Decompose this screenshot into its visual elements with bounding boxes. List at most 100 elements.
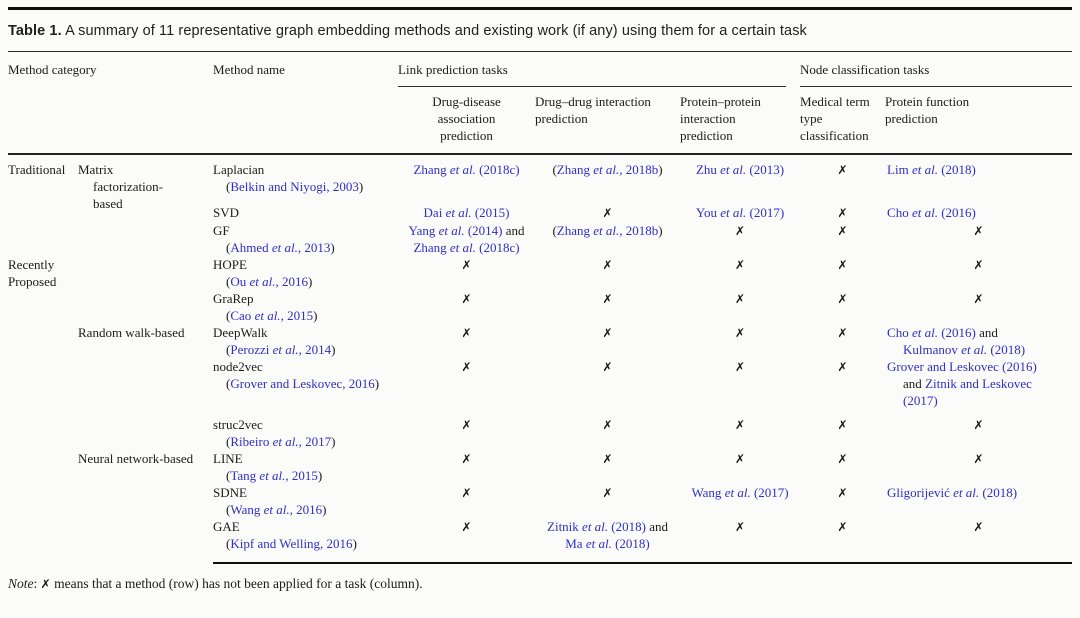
- method-citation: (Tang et al., 2015): [226, 468, 323, 483]
- method-name-cell: node2vec (Grover and Leskovec, 2016): [213, 358, 398, 416]
- method-name-cell: GAE (Kipf and Welling, 2016): [213, 518, 399, 564]
- task-cell-not-applied: ✗: [885, 518, 1073, 564]
- citation-link[interactable]: Zitnik and Leskovec: [925, 376, 1032, 391]
- citation-link[interactable]: Cao et al., 2015: [230, 308, 314, 323]
- method-name: SVD: [213, 205, 240, 220]
- text-run: ): [658, 223, 663, 238]
- x-mark: ✗: [40, 577, 51, 591]
- method-name-cell: struc2vec (Ribeiro et al., 2017): [213, 416, 398, 450]
- task-cell-not-applied: ✗: [800, 324, 885, 358]
- x-mark: ✗: [461, 326, 472, 340]
- task-cell-not-applied: ✗: [535, 484, 680, 518]
- method-name: struc2vec: [213, 417, 263, 432]
- task-cell-citations: Yang et al. (2014) and Zhang et al. (2018…: [398, 222, 535, 256]
- x-mark: ✗: [837, 326, 848, 340]
- citation-link[interactable]: Wang et al. (2017): [691, 485, 789, 500]
- x-mark: ✗: [837, 292, 848, 306]
- task-cell-citations: Zhang et al. (2018c): [398, 154, 535, 204]
- method-citation: (Belkin and Niyogi, 2003): [226, 179, 364, 194]
- x-mark: ✗: [837, 258, 848, 272]
- citation-link[interactable]: Ahmed et al., 2013: [230, 240, 331, 255]
- method-name: GAE: [213, 519, 240, 534]
- task-cell-not-applied: ✗: [800, 484, 885, 518]
- citation-link[interactable]: Tang et al., 2015: [230, 468, 318, 483]
- x-mark: ✗: [837, 224, 848, 238]
- x-mark: ✗: [461, 452, 472, 466]
- citation-link[interactable]: Gligorijević et al. (2018): [887, 485, 1018, 500]
- task-cell-not-applied: ✗: [680, 416, 800, 450]
- header-method-category: Method category: [8, 51, 214, 155]
- citation-link[interactable]: Belkin and Niyogi, 2003: [230, 179, 359, 194]
- citation-link[interactable]: Grover and Leskovec, 2016: [230, 376, 375, 391]
- citation-link[interactable]: Yang et al. (2014): [408, 223, 503, 238]
- task-cell-not-applied: ✗: [398, 324, 535, 358]
- method-row: GAE (Kipf and Welling, 2016) ✗ Zitnik et al…: [8, 518, 1073, 564]
- method-row: SDNE (Wang et al., 2016) ✗ ✗ Wang et al. (20…: [8, 484, 1072, 518]
- citation-link[interactable]: Wang et al., 2016: [230, 502, 323, 517]
- method-citation: (Ahmed et al., 2013): [226, 240, 335, 255]
- task-cell-not-applied: ✗: [800, 256, 885, 290]
- x-mark: ✗: [734, 452, 746, 466]
- task-cell-not-applied: ✗: [885, 256, 1072, 290]
- task-cell-not-applied: ✗: [398, 484, 535, 518]
- method-subcategory-cell: Matrix factorization-based: [78, 162, 164, 211]
- citation-link[interactable]: Cho et al. (2016): [887, 205, 976, 220]
- note-text: means that a method (row) has not been a…: [50, 576, 423, 591]
- citation-link[interactable]: Ribeiro et al., 2017: [230, 434, 332, 449]
- task-cell-not-applied: ✗: [398, 518, 536, 564]
- task-cell-not-applied: ✗: [800, 204, 885, 222]
- x-mark: ✗: [973, 258, 984, 272]
- citation-link[interactable]: Zhang et al., 2018b: [556, 162, 659, 177]
- task-cell-not-applied: ✗: [800, 450, 885, 484]
- method-name-cell: GF (Ahmed et al., 2013): [213, 222, 398, 256]
- top-rule: [8, 7, 1072, 10]
- citation-link[interactable]: Lim et al. (2018): [887, 162, 976, 177]
- task-cell-not-applied: ✗: [800, 290, 885, 324]
- citation-link[interactable]: Zitnik et al. (2018): [547, 519, 646, 534]
- task-cell-not-applied: ✗: [535, 290, 680, 324]
- task-cell-not-applied: ✗: [680, 290, 800, 324]
- table-header: Method category Method name Link predict…: [8, 51, 1073, 155]
- table-note: Note: ✗ means that a method (row) has no…: [8, 576, 1072, 592]
- citation-link[interactable]: Ou et al., 2016: [230, 274, 308, 289]
- task-cell-citations: Lim et al. (2018): [885, 154, 1072, 204]
- task-cell-not-applied: ✗: [680, 324, 800, 358]
- citation-link[interactable]: Zhu et al. (2013): [695, 162, 785, 177]
- method-citation: (Ribeiro et al., 2017): [226, 434, 336, 449]
- citation-link[interactable]: Kulmanov et al. (2018): [903, 342, 1026, 357]
- task-cell-citations: Cho et al. (2016): [885, 204, 1072, 222]
- method-citation: (Cao et al., 2015): [226, 308, 318, 323]
- method-category-cell: Recently Proposed: [8, 257, 57, 289]
- citation-link[interactable]: Zhang et al. (2018c): [413, 240, 520, 255]
- citation-link[interactable]: Ma et al. (2018): [565, 536, 650, 551]
- citation-link[interactable]: You et al. (2017): [695, 205, 785, 220]
- task-cell-citations: (Zhang et al., 2018b): [535, 154, 680, 204]
- method-name: HOPE: [213, 257, 247, 272]
- citation-link[interactable]: Zhang et al., 2018b: [556, 223, 659, 238]
- x-mark: ✗: [602, 292, 613, 306]
- table-caption: Table 1. A summary of 11 representative …: [8, 23, 1072, 39]
- task-cell-citations: Gligorijević et al. (2018): [885, 484, 1072, 518]
- task-cell-not-applied: ✗: [680, 518, 801, 564]
- method-citation: (Perozzi et al., 2014): [226, 342, 336, 357]
- citation-link[interactable]: Grover and Leskovec (2016): [887, 359, 1037, 374]
- x-mark: ✗: [973, 292, 984, 306]
- method-name: GraRep: [213, 291, 254, 306]
- x-mark: ✗: [973, 452, 984, 466]
- citation-link[interactable]: Perozzi et al., 2014: [230, 342, 332, 357]
- task-cell-citations: Cho et al. (2016) and Kulmanov et al. (20…: [885, 324, 1072, 358]
- x-mark: ✗: [602, 452, 613, 466]
- citation-link[interactable]: Cho et al. (2016): [887, 325, 976, 340]
- task-cell-citations: Zitnik et al. (2018) and Ma et al. (2018): [535, 518, 681, 564]
- method-citation: (Kipf and Welling, 2016): [226, 536, 357, 551]
- citation-link[interactable]: Zhang et al. (2018c): [413, 162, 520, 177]
- citation-link[interactable]: (2017): [903, 393, 938, 408]
- citation-link[interactable]: Kipf and Welling, 2016: [230, 536, 353, 551]
- x-mark: ✗: [973, 418, 984, 432]
- x-mark: ✗: [461, 486, 472, 500]
- citation-link[interactable]: Dai et al. (2015): [423, 205, 510, 220]
- method-row: Neural network-based LINE (Tang et al., 20…: [8, 450, 1072, 484]
- x-mark: ✗: [734, 360, 746, 374]
- method-name: Laplacian: [213, 162, 265, 177]
- x-mark: ✗: [602, 258, 613, 272]
